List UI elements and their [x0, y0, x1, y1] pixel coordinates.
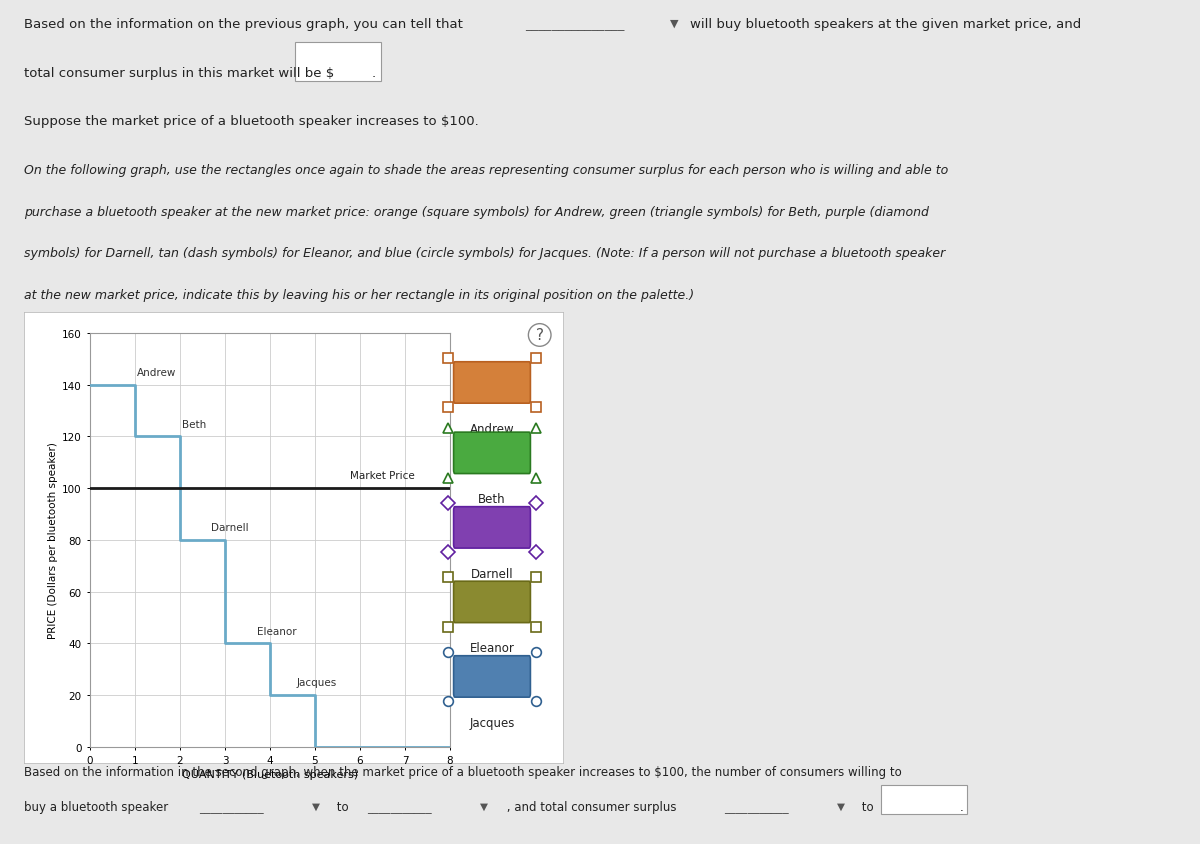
Text: buy a bluetooth speaker: buy a bluetooth speaker: [24, 800, 168, 814]
Text: _______________: _______________: [526, 18, 624, 31]
Text: .: .: [960, 800, 964, 814]
FancyBboxPatch shape: [454, 362, 530, 403]
Text: Beth: Beth: [478, 493, 506, 506]
Text: , and total consumer surplus: , and total consumer surplus: [503, 800, 680, 814]
Text: Jacques: Jacques: [298, 678, 337, 688]
Text: Eleanor: Eleanor: [469, 641, 515, 654]
Text: .: .: [372, 67, 376, 79]
FancyBboxPatch shape: [454, 656, 530, 697]
Text: Darnell: Darnell: [470, 567, 514, 580]
Text: symbols) for Darnell, tan (dash symbols) for Eleanor, and blue (circle symbols) : symbols) for Darnell, tan (dash symbols)…: [24, 246, 946, 260]
Text: Andrew: Andrew: [469, 422, 515, 436]
Text: purchase a bluetooth speaker at the new market price: orange (square symbols) fo: purchase a bluetooth speaker at the new …: [24, 206, 929, 219]
Text: total consumer surplus in this market will be $: total consumer surplus in this market wi…: [24, 67, 335, 79]
Text: Andrew: Andrew: [137, 367, 176, 377]
X-axis label: QUANTITY (Bluetooth speakers): QUANTITY (Bluetooth speakers): [182, 770, 358, 779]
FancyBboxPatch shape: [881, 785, 967, 814]
Text: ___________: ___________: [725, 800, 790, 814]
Text: will buy bluetooth speakers at the given market price, and: will buy bluetooth speakers at the given…: [690, 18, 1081, 31]
Text: Based on the information on the previous graph, you can tell that: Based on the information on the previous…: [24, 18, 463, 31]
Text: ?: ?: [535, 328, 544, 343]
FancyBboxPatch shape: [24, 312, 564, 764]
Text: ▼: ▼: [838, 800, 845, 810]
Text: at the new market price, indicate this by leaving his or her rectangle in its or: at the new market price, indicate this b…: [24, 289, 694, 302]
Text: ▼: ▼: [480, 800, 488, 810]
Text: Beth: Beth: [182, 419, 206, 429]
FancyBboxPatch shape: [295, 43, 382, 82]
Text: ___________: ___________: [199, 800, 264, 814]
FancyBboxPatch shape: [454, 507, 530, 549]
Text: ▼: ▼: [671, 18, 679, 28]
Text: to: to: [858, 800, 877, 814]
FancyBboxPatch shape: [454, 433, 530, 474]
Text: ___________: ___________: [367, 800, 432, 814]
Text: to: to: [332, 800, 352, 814]
Text: Suppose the market price of a bluetooth speaker increases to $100.: Suppose the market price of a bluetooth …: [24, 115, 479, 127]
Text: Market Price: Market Price: [350, 471, 415, 481]
Text: ▼: ▼: [312, 800, 320, 810]
Y-axis label: PRICE (Dollars per bluetooth speaker): PRICE (Dollars per bluetooth speaker): [48, 442, 58, 638]
Text: On the following graph, use the rectangles once again to shade the areas represe: On the following graph, use the rectangl…: [24, 164, 948, 177]
Text: Jacques: Jacques: [469, 716, 515, 729]
FancyBboxPatch shape: [454, 582, 530, 623]
Text: Based on the information in the second graph, when the market price of a bluetoo: Based on the information in the second g…: [24, 765, 901, 778]
Text: Eleanor: Eleanor: [257, 625, 296, 636]
Text: Darnell: Darnell: [211, 522, 250, 533]
